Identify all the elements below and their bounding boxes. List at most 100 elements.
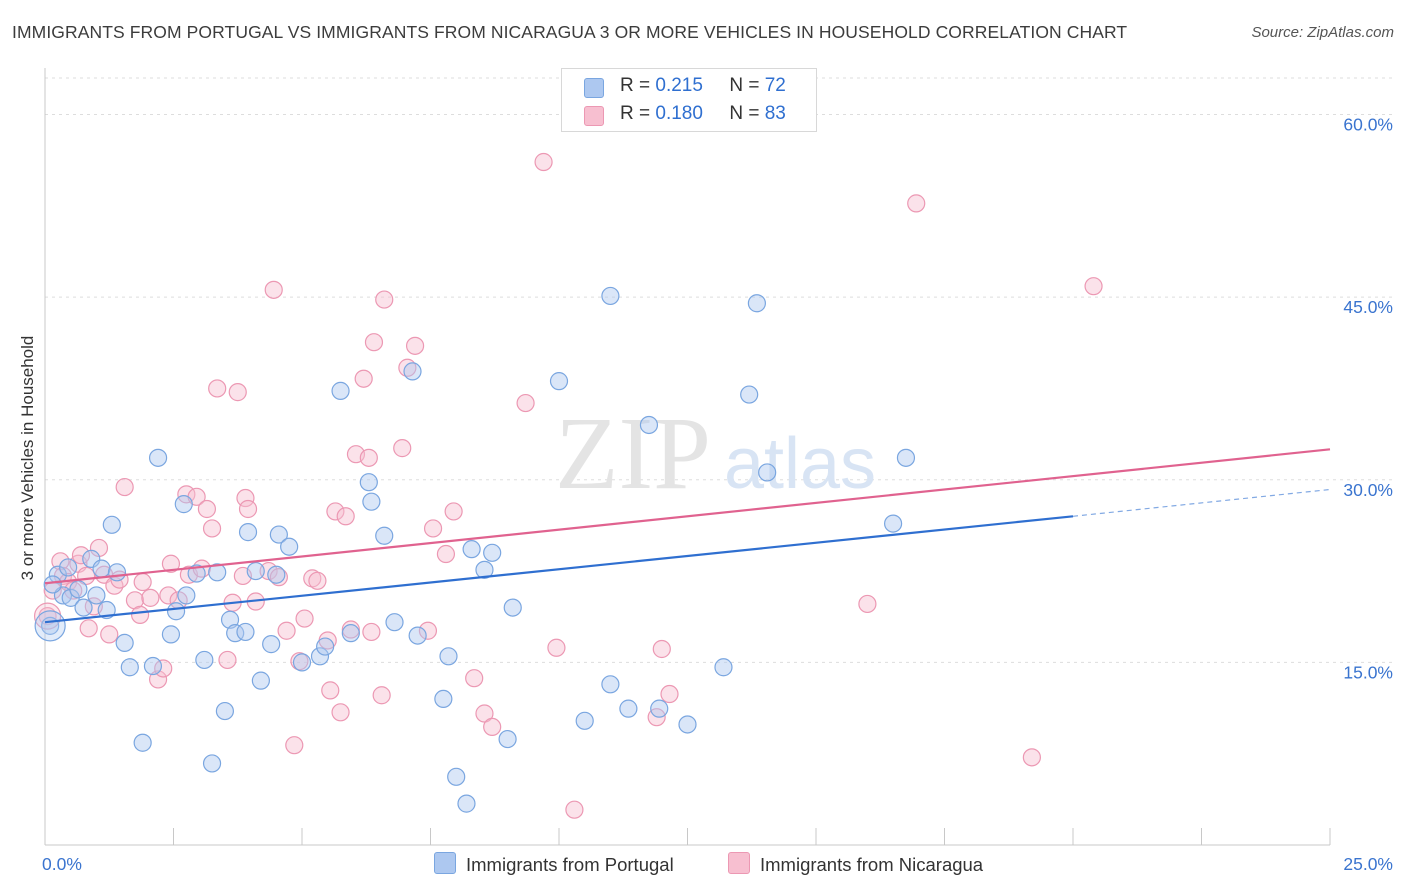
legend-n-value-nicaragua: 83 — [764, 103, 786, 124]
data-point-portugal-cluster — [34, 610, 66, 642]
data-point-portugal — [246, 561, 265, 581]
data-point-portugal — [359, 473, 378, 492]
data-point-nicaragua — [331, 703, 350, 722]
bottom-legend-label-portugal: Immigrants from Portugal — [466, 854, 674, 875]
data-point-nicaragua — [202, 519, 222, 538]
data-point-nicaragua — [197, 499, 217, 519]
data-point-portugal — [115, 633, 134, 653]
legend-swatch-nicaragua — [584, 106, 604, 126]
data-point-nicaragua — [652, 639, 671, 659]
data-point-portugal — [48, 565, 67, 584]
legend-r-value-portugal: 0.215 — [655, 75, 703, 96]
data-point-portugal — [177, 586, 196, 605]
data-point-portugal — [439, 647, 458, 666]
data-point-nicaragua-cluster — [33, 602, 62, 630]
data-point-portugal — [601, 286, 620, 306]
data-point-portugal — [375, 526, 394, 545]
data-point-portugal — [714, 658, 733, 677]
bottom-legend-nicaragua: Immigrants from Nicaragua — [728, 852, 983, 876]
data-point-nicaragua — [79, 619, 98, 638]
data-point-portugal — [280, 537, 299, 556]
bottom-legend-portugal: Immigrants from Portugal — [434, 852, 674, 876]
data-point-portugal — [316, 637, 335, 656]
data-point-portugal — [143, 656, 163, 676]
series-portugal-points — [34, 286, 916, 813]
data-point-nicaragua — [534, 152, 553, 172]
legend-n-value-portugal: 72 — [764, 75, 786, 96]
data-point-nicaragua — [354, 369, 373, 388]
data-point-portugal — [341, 624, 360, 643]
data-point-portugal — [107, 563, 127, 582]
data-point-portugal — [678, 715, 697, 734]
data-point-nicaragua — [907, 194, 926, 213]
data-point-portugal — [69, 580, 88, 599]
data-point-portugal — [475, 560, 494, 579]
data-point-portugal — [650, 699, 669, 718]
data-point-portugal — [161, 625, 181, 644]
data-point-nicaragua — [238, 499, 258, 519]
data-point-nicaragua — [100, 625, 119, 644]
x-tick-label: 0.0% — [42, 854, 82, 874]
y-tick-label: 60.0% — [1343, 115, 1393, 135]
data-point-portugal — [310, 647, 330, 666]
data-point-nicaragua — [161, 554, 181, 573]
data-point-portugal — [262, 635, 281, 654]
data-point-nicaragua — [148, 670, 168, 689]
data-point-portugal — [457, 794, 476, 813]
data-point-portugal — [434, 689, 453, 709]
data-point-portugal — [236, 622, 255, 642]
data-point-nicaragua — [130, 605, 150, 625]
data-point-portugal — [238, 523, 258, 542]
data-point-portugal — [148, 448, 168, 467]
data-point-portugal — [43, 575, 62, 594]
data-point-nicaragua — [423, 519, 443, 538]
data-point-nicaragua — [375, 290, 394, 309]
trend-line-portugal — [44, 515, 1074, 624]
data-point-nicaragua — [1084, 277, 1103, 296]
data-point-nicaragua — [547, 638, 566, 657]
data-point-nicaragua — [218, 650, 237, 670]
watermark-atlas: atlas — [724, 424, 876, 504]
data-point-portugal — [102, 515, 121, 534]
data-point-nicaragua — [285, 736, 304, 755]
data-point-portugal — [202, 754, 222, 773]
data-point-portugal — [385, 613, 404, 632]
data-point-nicaragua — [858, 594, 877, 614]
data-point-nicaragua — [321, 681, 340, 700]
data-point-portugal — [220, 610, 240, 629]
data-point-portugal — [267, 565, 286, 584]
data-point-portugal — [619, 699, 638, 718]
data-point-portugal — [269, 525, 288, 544]
data-point-nicaragua — [516, 393, 535, 413]
data-point-portugal — [92, 559, 111, 578]
data-point-portugal — [403, 362, 422, 381]
data-point-nicaragua — [228, 383, 247, 402]
data-point-portugal — [362, 492, 381, 511]
data-point-nicaragua — [405, 336, 425, 355]
data-point-portugal — [503, 598, 522, 617]
data-point-nicaragua — [336, 507, 355, 526]
data-point-portugal — [549, 372, 569, 391]
data-point-portugal — [215, 701, 234, 721]
data-point-portugal — [331, 381, 350, 400]
series-nicaragua-points — [33, 152, 1103, 819]
data-point-nicaragua — [141, 588, 160, 607]
bottom-legend-label-nicaragua: Immigrants from Nicaragua — [760, 854, 984, 875]
data-point-nicaragua — [418, 621, 438, 640]
data-point-portugal — [575, 711, 594, 730]
data-point-portugal — [498, 729, 517, 749]
data-point-portugal — [601, 675, 620, 694]
data-point-nicaragua — [372, 686, 391, 705]
data-point-nicaragua — [236, 488, 255, 508]
data-point-nicaragua — [326, 502, 345, 521]
data-point-nicaragua — [71, 546, 91, 565]
data-point-nicaragua — [308, 571, 327, 590]
data-point-nicaragua — [277, 621, 296, 640]
data-point-portugal — [292, 653, 312, 672]
bottom-legend-swatch-portugal — [434, 852, 456, 874]
legend-r-label: R = — [620, 75, 656, 96]
x-tick-label: 25.0% — [1343, 854, 1393, 874]
data-point-portugal — [408, 626, 427, 645]
data-point-portugal — [639, 415, 659, 435]
